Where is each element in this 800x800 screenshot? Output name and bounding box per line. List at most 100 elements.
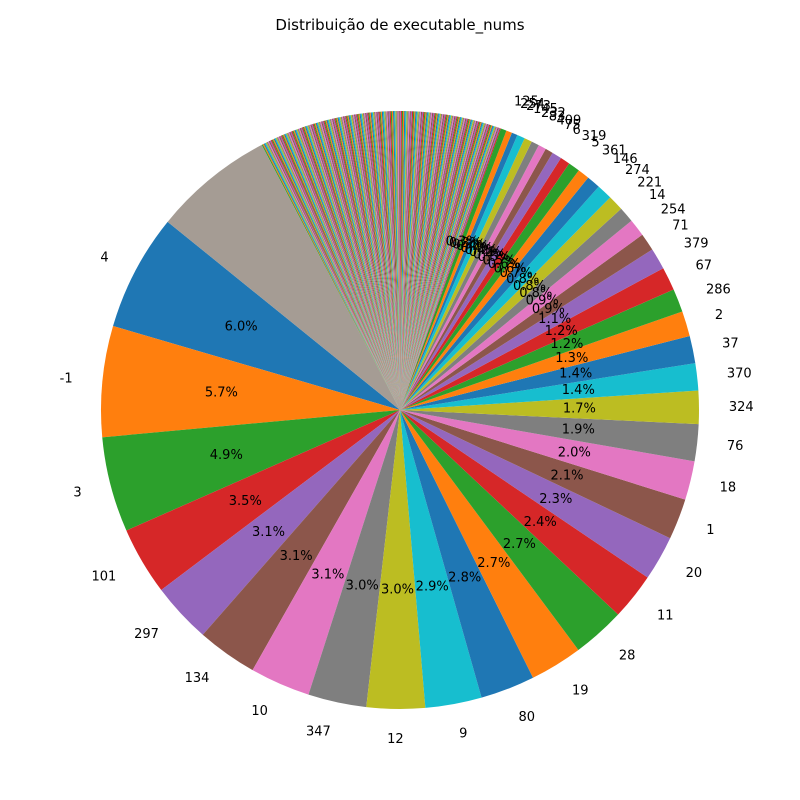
pie-slice <box>297 128 400 410</box>
pie-slice <box>318 121 400 410</box>
pie-slice <box>309 124 400 411</box>
pie-slice <box>386 111 400 411</box>
pie-slice <box>400 111 409 410</box>
pie-slice <box>368 112 400 410</box>
pie-slice <box>281 134 400 411</box>
pie-slice <box>278 136 400 410</box>
pie-slice <box>400 119 471 411</box>
percent-label: 0.4% <box>460 241 493 256</box>
pie-slice <box>293 130 400 410</box>
pie-slice <box>324 120 400 411</box>
pie-slice <box>344 116 400 410</box>
pie-slice <box>400 125 493 410</box>
percent-label: 2.1% <box>550 469 583 484</box>
pie-slice <box>356 114 400 410</box>
slice-label: 2 <box>715 308 723 323</box>
pie-slice <box>400 111 419 411</box>
pie-slice <box>340 116 400 410</box>
pie-slice <box>400 126 497 411</box>
pie-slice <box>400 111 424 410</box>
pie-slice <box>382 111 400 411</box>
pie-slice <box>400 145 546 410</box>
pie-slice <box>400 116 459 411</box>
pie-slice <box>338 117 400 410</box>
pie-slice <box>400 117 463 410</box>
pie-slice <box>325 120 400 411</box>
pie-slice <box>396 111 400 410</box>
pie-slice <box>400 121 480 411</box>
pie-slice <box>400 111 402 410</box>
slice-label: 14 <box>649 188 666 203</box>
slice-label: 9 <box>459 727 467 742</box>
pie-slice <box>400 311 690 410</box>
percent-label: 0.7% <box>500 266 533 281</box>
pie-slice <box>400 390 700 425</box>
pie-slice <box>400 112 436 411</box>
slice-label: 11 <box>657 608 674 623</box>
pie-slice <box>400 111 404 410</box>
pie-slice <box>357 113 400 410</box>
percent-label: 1.4% <box>562 383 595 398</box>
pie-slice <box>262 143 400 410</box>
pie-slice <box>400 113 444 411</box>
pie-slice <box>400 111 407 411</box>
percent-label: 3.1% <box>311 567 344 582</box>
percent-label: 1.3% <box>555 351 588 366</box>
slice-label: 5 <box>591 136 599 151</box>
pie-slice <box>400 115 453 410</box>
pie-slice <box>400 111 413 410</box>
slice-label: 101 <box>91 569 116 584</box>
pie-slice <box>400 122 482 410</box>
pie-slice <box>271 139 400 410</box>
pie-slice <box>269 140 400 410</box>
slice-label: 3 <box>73 485 81 500</box>
pie-slice <box>400 120 477 410</box>
slice-label: 37 <box>722 337 739 352</box>
slice-label: 67 <box>696 259 713 274</box>
slice-label: 145 <box>533 102 558 117</box>
pie-slice <box>296 129 400 410</box>
pie-slice <box>299 127 400 411</box>
pie-slice <box>400 113 439 410</box>
pie-slice <box>400 120 475 410</box>
slice-label: 18 <box>720 481 737 496</box>
slice-label: 409 <box>557 114 582 129</box>
pie-slice <box>321 121 400 410</box>
pie-slice <box>294 129 400 410</box>
pie-slice <box>400 118 469 410</box>
pie-slice <box>400 116 460 410</box>
pie-slice <box>400 132 518 411</box>
pie-slice <box>400 410 686 539</box>
pie-slice <box>400 170 589 410</box>
percent-label: 0.8% <box>506 272 539 287</box>
pie-slice <box>394 111 400 410</box>
pie-slice <box>400 128 507 410</box>
pie-slice <box>400 112 432 410</box>
slice-label: 75 <box>564 118 581 133</box>
pie-slice <box>330 118 400 410</box>
slice-label: 274 <box>625 163 650 178</box>
pie-slice <box>400 117 464 410</box>
pie-slice <box>400 113 437 411</box>
pie-slice <box>400 123 489 410</box>
pie-slice <box>400 112 430 410</box>
pie-slice <box>349 115 400 411</box>
pie-slice <box>400 163 579 410</box>
pie-slice <box>400 124 490 411</box>
pie-slice <box>400 234 653 410</box>
slice-label: 361 <box>602 143 627 158</box>
pie-slice <box>400 116 458 411</box>
slice-label: 1 <box>706 523 714 538</box>
pie-slice <box>400 125 494 410</box>
pie-slice <box>400 363 699 410</box>
pie-slice <box>202 410 400 671</box>
pie-slice <box>400 220 643 410</box>
pie-slice <box>400 123 488 411</box>
pie-slice <box>400 111 414 411</box>
pie-slice <box>308 125 400 411</box>
pie-slice <box>400 111 423 411</box>
percent-label: 2.7% <box>477 556 510 571</box>
pie-slice <box>400 249 664 410</box>
pie-slice <box>400 119 473 411</box>
